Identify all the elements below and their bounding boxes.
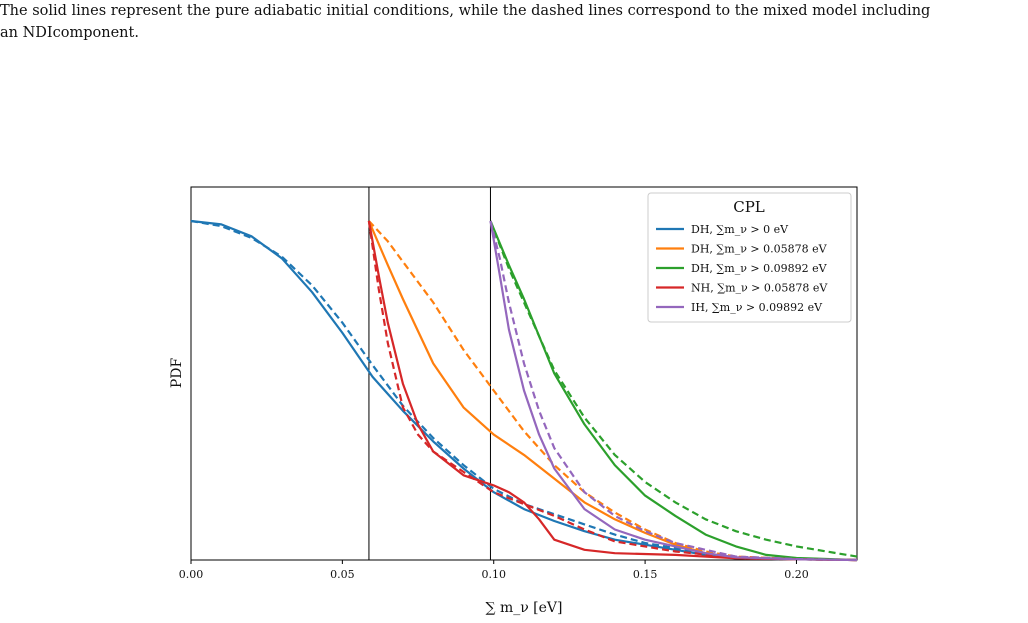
series-line-5 [489,220,858,562]
series-line-7 [367,220,858,562]
x-tick-label: 0.05 [330,568,355,581]
y-axis-label: PDF [169,358,185,389]
x-tick-label: 0.15 [633,568,658,581]
x-tick-label: 0.10 [481,568,506,581]
x-tick-label: 0.00 [179,568,204,581]
legend-label: IH, ∑m_ν > 0.09892 eV [691,301,823,314]
x-tick-label: 0.20 [784,568,809,581]
legend-label: DH, ∑m_ν > 0.05878 eV [691,243,828,256]
caption-line-1: The solid lines represent the pure adiab… [0,3,931,19]
series-line-6 [489,220,858,558]
legend-label: DH, ∑m_ν > 0 eV [691,223,789,236]
series-line-9 [489,220,858,562]
figure-caption: The solid lines represent the pure adiab… [0,0,1020,44]
x-axis-label: ∑ m_ν [eV] [486,600,563,616]
plot-frame [190,186,858,561]
legend-title: CPL [733,198,765,216]
series-line-10 [489,220,858,562]
series-line-8 [367,220,858,562]
legend: CPL DH, ∑m_ν > 0 eV DH, ∑m_ν > 0.05878 eV… [647,192,852,323]
legend-label: NH, ∑m_ν > 0.05878 eV [691,282,828,295]
series-line-2 [190,219,858,562]
legend-label: DH, ∑m_ν > 0.09892 eV [691,262,828,275]
legend-box [647,192,852,323]
caption-line-2: an NDIcomponent. [0,25,139,41]
